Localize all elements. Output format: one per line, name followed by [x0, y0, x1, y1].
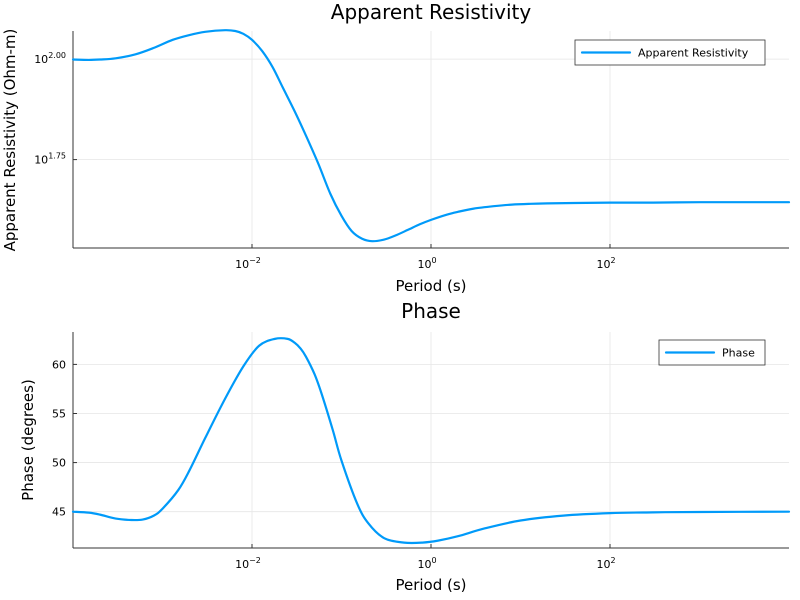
resistivity-legend: Apparent Resistivity	[574, 39, 766, 66]
resistivity-x-ticks: 10−2 100 102	[235, 244, 616, 271]
resistivity-panel: Apparent Resistivity 10−2 100 102 101.7510…	[1, 0, 791, 295]
resistivity-x-tick-label: 102	[596, 256, 615, 271]
resistivity-y-axis-label: Apparent Resistivity (Ohm-m)	[1, 29, 19, 252]
phase-x-axis-label: Period (s)	[395, 576, 466, 594]
phase-y-tick-label: 45	[52, 506, 66, 519]
phase-series	[71, 337, 791, 545]
phase-y-tick-label: 60	[52, 358, 66, 371]
phase-x-tick-label: 102	[596, 556, 615, 571]
resistivity-chart-title: Apparent Resistivity	[331, 0, 532, 24]
phase-y-tick-label: 55	[52, 407, 66, 420]
resistivity-y-ticks: 101.75 102.00	[34, 51, 77, 167]
phase-series-line	[71, 337, 791, 545]
resistivity-x-axis-label: Period (s)	[395, 277, 466, 295]
resistivity-x-tick-label: 100	[417, 256, 436, 271]
resistivity-series	[71, 29, 791, 243]
phase-x-tick-label: 10−2	[235, 556, 261, 571]
phase-panel: Phase 10−2 100 102 45 50 55 60 Period (s) Pha…	[19, 299, 791, 594]
phase-legend: Phase	[658, 339, 766, 366]
resistivity-series-line	[71, 29, 791, 243]
phase-legend-label: Phase	[722, 347, 755, 360]
phase-y-ticks: 45 50 55 60	[52, 358, 77, 519]
phase-chart-title: Phase	[401, 299, 461, 323]
resistivity-x-tick-label: 10−2	[235, 256, 261, 271]
phase-y-axis-label: Phase (degrees)	[19, 379, 37, 501]
phase-x-ticks: 10−2 100 102	[235, 544, 616, 571]
resistivity-legend-label: Apparent Resistivity	[638, 47, 749, 60]
resistivity-y-tick-label: 101.75	[34, 152, 66, 167]
phase-x-tick-label: 100	[417, 556, 436, 571]
resistivity-y-tick-label: 102.00	[34, 51, 66, 66]
phase-y-tick-label: 50	[52, 457, 66, 470]
